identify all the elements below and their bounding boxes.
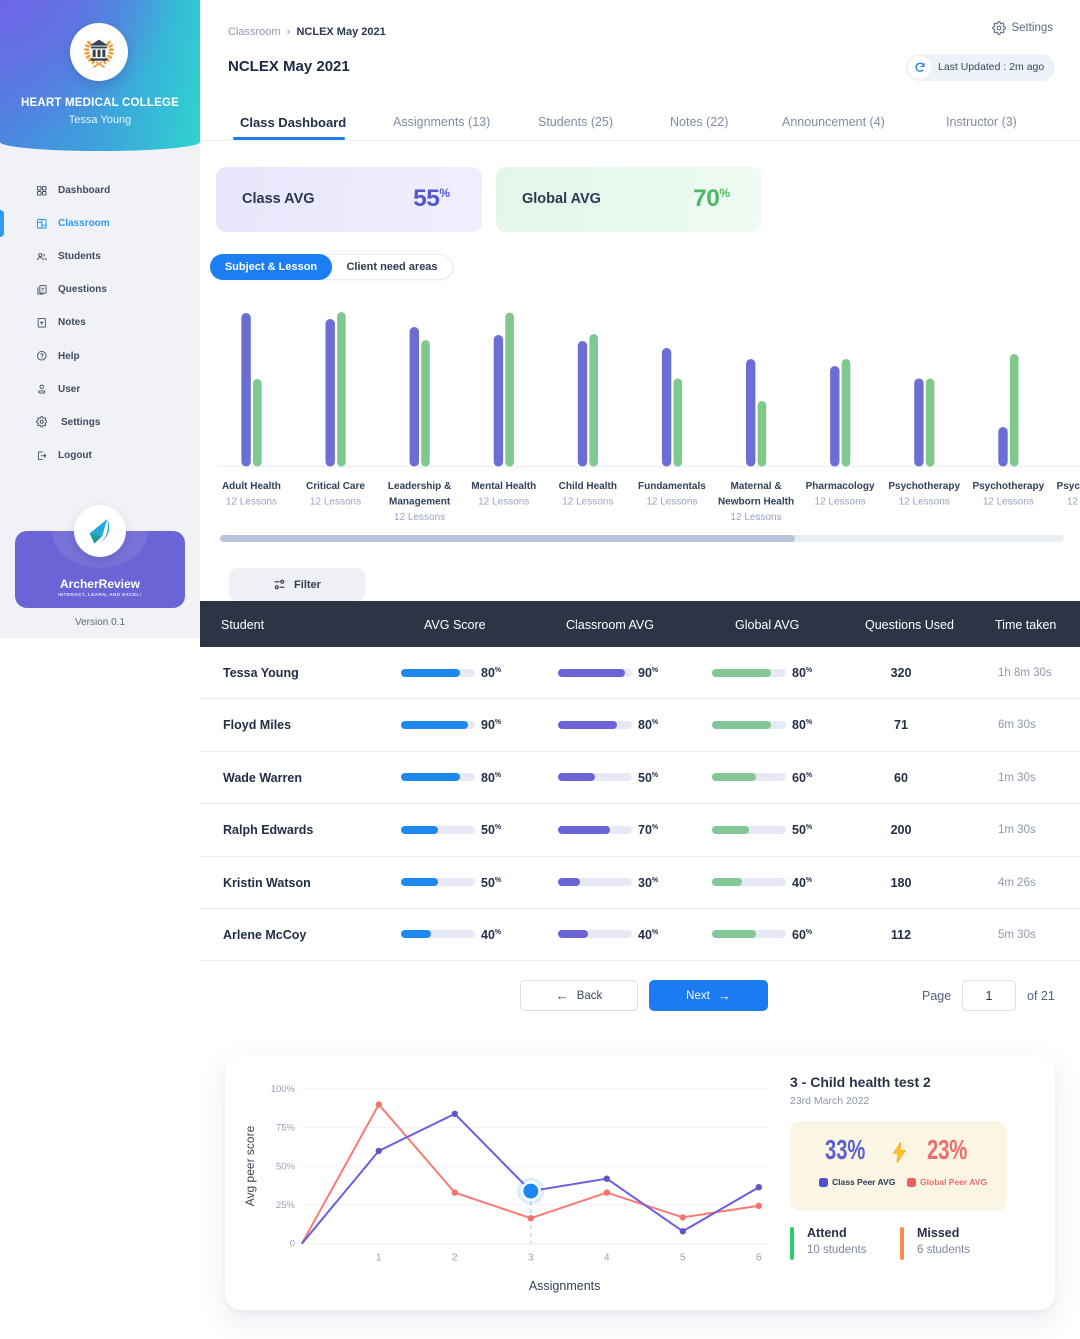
svg-text:Psychotherapy: Psychotherapy: [972, 481, 1044, 492]
svg-text:Adult Health: Adult Health: [222, 481, 281, 492]
svg-text:50%: 50%: [276, 1161, 296, 1172]
svg-text:100%: 100%: [271, 1084, 296, 1095]
svg-text:12 Lessons: 12 Lessons: [646, 497, 697, 508]
svg-text:Leadership &: Leadership &: [388, 481, 451, 492]
svg-text:Newborn Health: Newborn Health: [718, 497, 794, 508]
svg-text:12 Lessons: 12 Lessons: [899, 497, 950, 508]
svg-text:Psychotherapy: Psychotherapy: [1057, 481, 1080, 492]
svg-text:Fundamentals: Fundamentals: [638, 481, 706, 492]
svg-text:5: 5: [680, 1253, 686, 1264]
svg-text:12 Lessons: 12 Lessons: [562, 497, 613, 508]
svg-text:Maternal &: Maternal &: [730, 481, 781, 492]
svg-text:12 Lessons: 12 Lessons: [310, 497, 361, 508]
svg-text:Psychotherapy: Psychotherapy: [888, 481, 960, 492]
svg-text:25%: 25%: [276, 1200, 296, 1211]
svg-text:1: 1: [376, 1253, 382, 1264]
svg-text:3: 3: [528, 1253, 534, 1264]
svg-text:2: 2: [452, 1253, 458, 1264]
svg-text:0: 0: [290, 1239, 295, 1250]
svg-text:Mental Health: Mental Health: [471, 481, 536, 492]
svg-text:12 Lessons: 12 Lessons: [394, 512, 445, 523]
svg-text:Assignments: Assignments: [529, 1279, 601, 1293]
svg-text:12 Lessons: 12 Lessons: [983, 497, 1034, 508]
svg-text:75%: 75%: [276, 1123, 296, 1134]
svg-text:Management: Management: [389, 497, 451, 508]
svg-text:Avg peer score: Avg peer score: [243, 1125, 257, 1206]
svg-text:12 Lessons: 12 Lessons: [730, 512, 781, 523]
svg-text:Child Health: Child Health: [559, 481, 617, 492]
svg-text:4: 4: [604, 1253, 610, 1264]
svg-text:Pharmacology: Pharmacology: [806, 481, 875, 492]
svg-text:6: 6: [756, 1253, 762, 1264]
svg-text:Critical Care: Critical Care: [306, 481, 365, 492]
svg-text:12 Lessons: 12 Lessons: [815, 497, 866, 508]
svg-text:12 Lessons: 12 Lessons: [478, 497, 529, 508]
svg-text:12 Lessons: 12 Lessons: [226, 497, 277, 508]
svg-text:12 Lessons: 12 Lessons: [1067, 497, 1080, 508]
